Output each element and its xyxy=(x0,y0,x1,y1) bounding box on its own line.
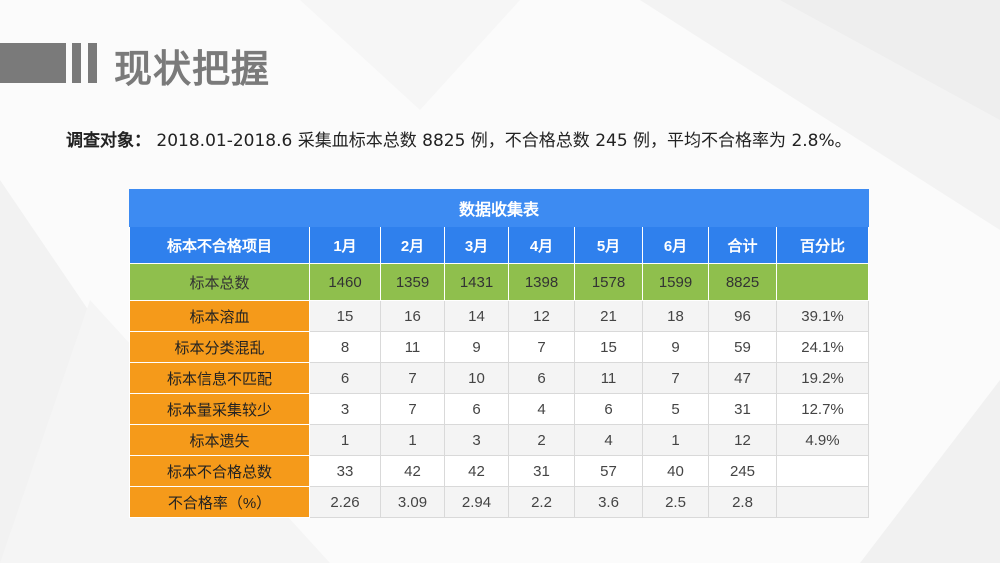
data-collection-table: 数据收集表 标本不合格项目 1月 2月 3月 4月 5月 6月 合计 百分比 标… xyxy=(128,189,870,518)
row-label: 标本遗失 xyxy=(129,424,310,456)
table-cell: 1 xyxy=(642,424,709,456)
table-cell: 12 xyxy=(708,424,777,456)
table-cell: 24.1% xyxy=(775,331,870,363)
column-header: 标本不合格项目 xyxy=(129,226,310,264)
table-cell: 3 xyxy=(444,424,509,456)
table-cell: 11 xyxy=(574,362,643,394)
table-cell: 8 xyxy=(309,331,381,363)
table-cell: 1 xyxy=(380,424,445,456)
table-cell xyxy=(775,455,870,487)
table-row: 标本溶血 15 16 14 12 21 18 96 39.1% xyxy=(129,300,870,332)
table-cell: 6 xyxy=(574,393,643,425)
table-row: 标本信息不匹配 6 7 10 6 11 7 47 19.2% xyxy=(129,362,870,394)
table-row: 标本分类混乱 8 11 9 7 15 9 59 24.1% xyxy=(129,331,870,363)
table-cell: 4 xyxy=(508,393,575,425)
table-cell: 7 xyxy=(642,362,709,394)
table-cell: 7 xyxy=(508,331,575,363)
column-header: 5月 xyxy=(574,226,643,264)
table-cell: 3.09 xyxy=(380,486,445,518)
row-label: 标本量采集较少 xyxy=(129,393,310,425)
table-row: 不合格率（%） 2.26 3.09 2.94 2.2 3.6 2.5 2.8 xyxy=(129,486,870,518)
page-title: 现状把握 xyxy=(114,47,271,91)
table-cell: 19.2% xyxy=(775,362,870,394)
column-header: 2月 xyxy=(380,226,445,264)
table-cell: 3.6 xyxy=(574,486,643,518)
table-cell: 15 xyxy=(309,300,381,332)
table-cell: 42 xyxy=(444,455,509,487)
intro-label: 调查对象： xyxy=(66,131,151,151)
table-cell: 18 xyxy=(642,300,709,332)
table-cell: 4.9% xyxy=(775,424,870,456)
table-cell: 1359 xyxy=(380,263,445,301)
table-cell: 9 xyxy=(444,331,509,363)
column-header: 6月 xyxy=(642,226,709,264)
table-title-row: 数据收集表 xyxy=(128,189,870,227)
total-samples-row: 标本总数 1460 1359 1431 1398 1578 1599 8825 xyxy=(129,263,870,301)
table-cell: 2.94 xyxy=(444,486,509,518)
column-header: 3月 xyxy=(444,226,509,264)
table-cell: 21 xyxy=(574,300,643,332)
table-row: 标本不合格总数 33 42 42 31 57 40 245 xyxy=(129,455,870,487)
table-cell: 2.8 xyxy=(708,486,777,518)
table-cell: 12.7% xyxy=(775,393,870,425)
table-cell: 2.5 xyxy=(642,486,709,518)
table-cell: 15 xyxy=(574,331,643,363)
table-cell xyxy=(775,486,870,518)
row-label: 标本不合格总数 xyxy=(129,455,310,487)
title-accent-bar xyxy=(0,43,66,83)
table-cell: 7 xyxy=(380,393,445,425)
intro-text: 2018.01-2018.6 采集血标本总数 8825 例，不合格总数 245 … xyxy=(151,131,852,151)
table-cell: 42 xyxy=(380,455,445,487)
table-cell: 11 xyxy=(380,331,445,363)
table-header-row: 标本不合格项目 1月 2月 3月 4月 5月 6月 合计 百分比 xyxy=(129,226,870,264)
intro-paragraph: 调查对象： 2018.01-2018.6 采集血标本总数 8825 例，不合格总… xyxy=(66,128,886,154)
table-cell: 9 xyxy=(642,331,709,363)
table-cell: 39.1% xyxy=(775,300,870,332)
table-cell xyxy=(775,263,870,301)
column-header: 4月 xyxy=(508,226,575,264)
table-cell: 6 xyxy=(444,393,509,425)
table-cell: 1460 xyxy=(309,263,381,301)
table-row: 标本量采集较少 3 7 6 4 6 5 31 12.7% xyxy=(129,393,870,425)
table-cell: 96 xyxy=(708,300,777,332)
table-cell: 1431 xyxy=(444,263,509,301)
table-cell: 6 xyxy=(309,362,381,394)
column-header: 百分比 xyxy=(775,226,870,264)
table-cell: 59 xyxy=(708,331,777,363)
table-cell: 1 xyxy=(309,424,381,456)
row-label: 标本信息不匹配 xyxy=(129,362,310,394)
table-cell: 16 xyxy=(380,300,445,332)
table-cell: 31 xyxy=(708,393,777,425)
table-cell: 12 xyxy=(508,300,575,332)
table-cell: 7 xyxy=(380,362,445,394)
table-cell: 1599 xyxy=(642,263,709,301)
table-cell: 245 xyxy=(708,455,777,487)
table-cell: 2.2 xyxy=(508,486,575,518)
table-cell: 47 xyxy=(708,362,777,394)
table-cell: 8825 xyxy=(708,263,777,301)
table-cell: 6 xyxy=(508,362,575,394)
column-header: 1月 xyxy=(309,226,381,264)
table-cell: 10 xyxy=(444,362,509,394)
column-header: 合计 xyxy=(708,226,777,264)
row-label: 不合格率（%） xyxy=(129,486,310,518)
table-cell: 57 xyxy=(574,455,643,487)
table-cell: 2.26 xyxy=(309,486,381,518)
table-cell: 2 xyxy=(508,424,575,456)
table-cell: 3 xyxy=(309,393,381,425)
table-cell: 4 xyxy=(574,424,643,456)
row-label: 标本分类混乱 xyxy=(129,331,310,363)
row-label: 标本溶血 xyxy=(129,300,310,332)
table-cell: 14 xyxy=(444,300,509,332)
table-title: 数据收集表 xyxy=(128,189,870,227)
table-cell: 33 xyxy=(309,455,381,487)
table-cell: 1398 xyxy=(508,263,575,301)
table-cell: 1578 xyxy=(574,263,643,301)
table-row: 标本遗失 1 1 3 2 4 1 12 4.9% xyxy=(129,424,870,456)
table-cell: 31 xyxy=(508,455,575,487)
table-cell: 5 xyxy=(642,393,709,425)
row-label: 标本总数 xyxy=(129,263,310,301)
table-cell: 40 xyxy=(642,455,709,487)
